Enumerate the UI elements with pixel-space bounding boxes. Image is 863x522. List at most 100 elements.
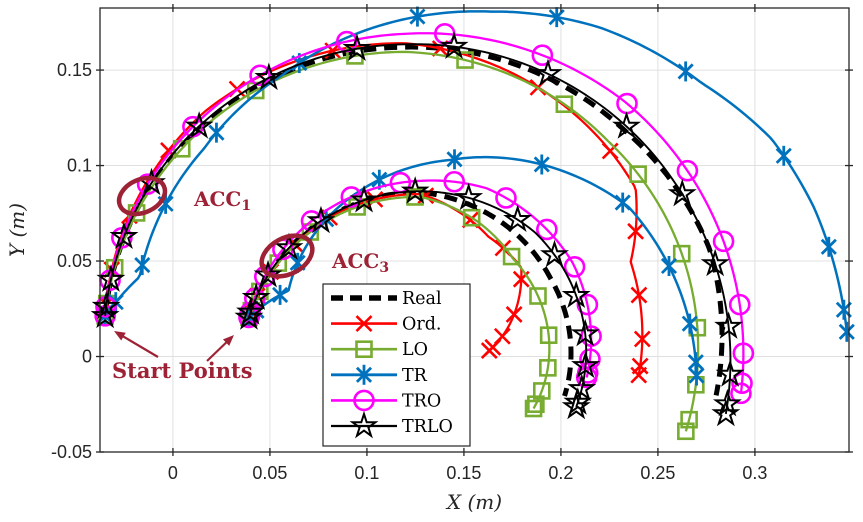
circle-marker [443, 170, 466, 193]
start-points-arrow [206, 339, 230, 362]
series-path-acc1 [104, 50, 700, 432]
circle-marker [712, 230, 735, 253]
star-marker [714, 311, 744, 339]
x-marker [601, 142, 619, 160]
asterisk-marker-arm [681, 315, 698, 332]
star-marker [236, 297, 266, 325]
y-tick-label: -0.05 [51, 442, 92, 462]
square-marker [555, 95, 574, 114]
circle-marker [353, 389, 375, 412]
x-marker [630, 286, 648, 304]
circle-marker [732, 342, 755, 364]
legend-row-tr: TR [331, 364, 428, 386]
asterisk-marker-arm [820, 238, 837, 255]
star-marker [349, 410, 379, 439]
legend-row-real: Real [331, 289, 442, 309]
star-marker [667, 178, 697, 207]
y-axis-label: Y (m) [5, 203, 29, 257]
legend-label: LO [402, 340, 428, 360]
asterisk-marker-arm [677, 63, 694, 80]
circle-marker [576, 293, 599, 316]
legend-row-lo: LO [331, 340, 428, 360]
highlight-ellipse-acc3 [259, 233, 315, 279]
circle-marker [676, 159, 699, 182]
series-path-acc1 [104, 43, 732, 415]
square-marker [527, 395, 545, 414]
star-marker [454, 182, 484, 211]
star-marker [503, 204, 533, 233]
x-marker [627, 222, 645, 240]
asterisk-marker-arm [614, 194, 631, 211]
star-marker [400, 176, 430, 204]
y-tick-label: 0.1 [67, 156, 92, 176]
legend-box [322, 283, 471, 447]
square-marker [172, 139, 191, 158]
star-marker [349, 184, 379, 213]
circle-marker [536, 218, 558, 241]
x-marker [355, 315, 373, 333]
star-marker [306, 205, 336, 234]
star-marker [715, 359, 745, 387]
asterisk-marker-arm [409, 8, 426, 25]
y-tick-label: 0.05 [57, 251, 92, 271]
x-tick-label: 0.25 [640, 463, 675, 483]
x-marker [630, 366, 648, 384]
square-marker [524, 399, 543, 418]
label-subscript: 3 [379, 260, 389, 276]
label-main: ACC [193, 187, 241, 211]
x-tick-label: 0.3 [742, 463, 767, 483]
asterisk-marker-arm [775, 147, 792, 164]
legend-row-trlo: TRLO [331, 410, 453, 439]
star-marker [439, 31, 469, 59]
asterisk-marker-arm [548, 9, 565, 26]
square-marker [456, 51, 474, 69]
star-marker [184, 111, 214, 139]
square-marker [529, 287, 547, 305]
square-marker [532, 382, 551, 400]
star-marker [254, 62, 284, 91]
start-points-arrow [119, 333, 159, 358]
x-tick-label: 0.1 [354, 463, 379, 483]
star-marker [612, 111, 642, 139]
star-marker [96, 264, 126, 292]
square-marker [462, 208, 481, 227]
legend-label: TRO [402, 391, 441, 411]
x-marker [505, 305, 523, 323]
tick-marks [96, 4, 853, 456]
asterisk-marker-arm [446, 151, 463, 168]
highlight-ellipse-acc1 [116, 175, 168, 217]
square-marker [502, 247, 521, 266]
star-marker [563, 387, 593, 415]
legend-label: TRLO [402, 417, 453, 437]
label-acc3: ACC3 [331, 249, 389, 276]
start-points-arrowhead [222, 335, 234, 346]
square-marker [680, 410, 698, 429]
x-tick-label: 0.2 [548, 463, 573, 483]
star-marker [561, 391, 591, 420]
start-points-arrowhead [114, 331, 126, 341]
series-path-acc1 [104, 32, 745, 394]
asterisk-marker-arm [533, 156, 550, 173]
star-marker [571, 350, 601, 379]
square-marker [406, 188, 424, 206]
circle-marker [563, 256, 586, 278]
star-marker [253, 259, 283, 288]
circle-marker [249, 64, 271, 87]
star-marker [570, 318, 600, 347]
asterisk-marker-arm [687, 354, 704, 371]
star-marker [700, 248, 730, 277]
legend-label: Real [402, 289, 442, 309]
asterisk-marker-arm [660, 257, 678, 275]
x-axis-label: X (m) [445, 490, 502, 514]
x-tick-label: 0 [168, 463, 178, 483]
circle-marker [531, 44, 554, 67]
x-tick-label: 0.05 [252, 463, 287, 483]
label-main: ACC [331, 249, 379, 273]
legend-row-ord: Ord. [331, 315, 441, 335]
label-subscript: 1 [241, 198, 251, 214]
star-marker [234, 302, 264, 330]
star-marker [274, 232, 304, 261]
square-marker [539, 326, 558, 344]
